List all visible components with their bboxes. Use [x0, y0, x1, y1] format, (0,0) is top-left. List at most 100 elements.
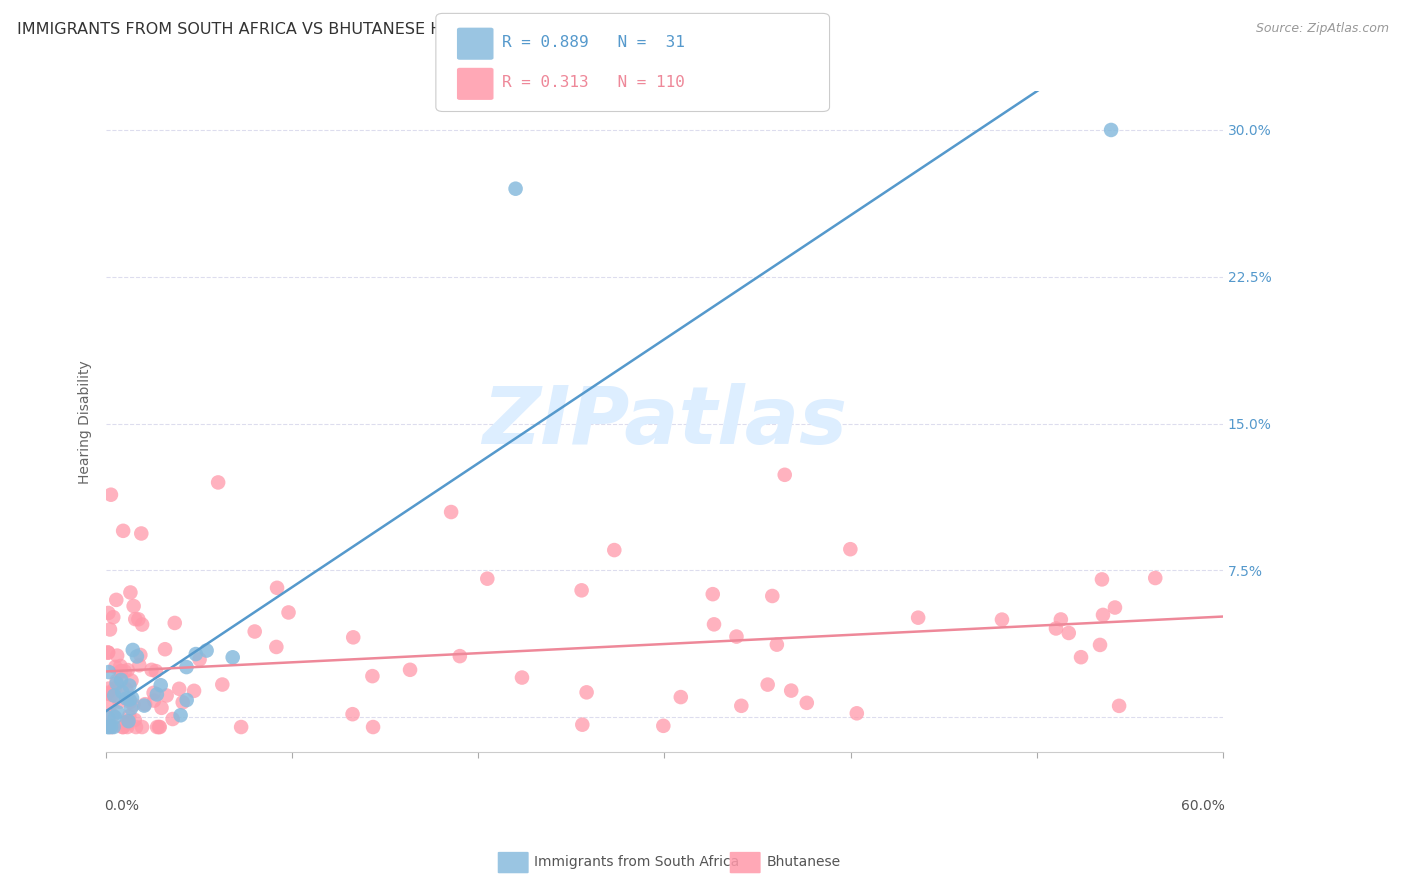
Point [118, 692, 141, 706]
Point [1050, 612, 1073, 626]
Point [505, 182, 527, 196]
Point [112, 524, 135, 538]
Point [149, 720, 172, 734]
Point [449, 649, 471, 664]
Point [125, 649, 148, 664]
Point [1144, 571, 1167, 585]
Point [991, 613, 1014, 627]
Point [1091, 607, 1114, 622]
Point [141, 663, 163, 677]
Point [796, 696, 818, 710]
Point [148, 720, 170, 734]
Point [98, 698, 121, 713]
Point [122, 599, 145, 613]
Point [100, 720, 122, 734]
Text: Source: ZipAtlas.com: Source: ZipAtlas.com [1256, 22, 1389, 36]
Point [188, 652, 211, 666]
Point [150, 701, 173, 715]
Text: Immigrants from South Africa: Immigrants from South Africa [534, 855, 740, 869]
Point [97, 687, 120, 701]
Point [730, 698, 752, 713]
Point [104, 681, 127, 696]
Point [112, 720, 135, 734]
Point [115, 720, 138, 734]
Point [571, 583, 593, 598]
Point [110, 664, 132, 678]
Point [98, 623, 121, 637]
Point [103, 689, 125, 703]
Point [115, 714, 138, 729]
Point [361, 720, 384, 734]
Point [342, 631, 364, 645]
Y-axis label: Hearing Disability: Hearing Disability [79, 359, 93, 483]
Text: ZIPatlas: ZIPatlas [482, 383, 846, 460]
Point [118, 709, 141, 723]
Point [103, 720, 125, 734]
Point [120, 695, 142, 709]
Point [111, 720, 134, 734]
Point [477, 572, 499, 586]
Point [172, 695, 194, 709]
Point [571, 717, 593, 731]
Point [104, 710, 127, 724]
Point [1099, 123, 1122, 137]
Point [603, 543, 626, 558]
Point [100, 488, 122, 502]
Point [266, 581, 288, 595]
Point [129, 526, 152, 541]
Point [117, 663, 139, 677]
Text: 0.0%: 0.0% [104, 799, 139, 813]
Point [184, 647, 207, 661]
Point [146, 687, 169, 701]
Point [1045, 622, 1067, 636]
Point [839, 542, 862, 557]
Point [131, 617, 153, 632]
Point [111, 685, 134, 699]
Point [143, 693, 166, 707]
Point [1104, 600, 1126, 615]
Point [211, 677, 233, 691]
Point [97, 711, 120, 725]
Point [120, 585, 142, 599]
Point [399, 663, 422, 677]
Point [124, 612, 146, 626]
Point [108, 695, 131, 709]
Point [128, 658, 150, 673]
Point [156, 689, 179, 703]
Point [97, 681, 120, 696]
Point [114, 665, 136, 679]
Point [115, 691, 138, 706]
Point [146, 720, 169, 734]
Point [121, 691, 143, 706]
Point [167, 681, 190, 696]
Point [163, 615, 186, 630]
Point [97, 720, 120, 734]
Point [761, 589, 783, 603]
Point [127, 612, 149, 626]
Point [121, 673, 143, 688]
Point [162, 712, 184, 726]
Point [97, 646, 120, 660]
Point [110, 659, 132, 673]
Point [207, 475, 229, 490]
Point [104, 660, 127, 674]
Text: R = 0.313   N = 110: R = 0.313 N = 110 [502, 76, 685, 90]
Point [129, 648, 152, 662]
Point [266, 640, 288, 654]
Point [105, 673, 128, 688]
Point [131, 720, 153, 734]
Point [97, 606, 120, 620]
Point [153, 642, 176, 657]
Point [361, 669, 384, 683]
Point [110, 673, 132, 687]
Point [907, 610, 929, 624]
Point [101, 708, 124, 723]
Point [702, 587, 724, 601]
Point [100, 688, 122, 702]
Point [115, 682, 138, 697]
Point [222, 650, 245, 665]
Point [766, 638, 789, 652]
Point [1108, 698, 1130, 713]
Text: Bhutanese: Bhutanese [766, 855, 841, 869]
Point [103, 610, 125, 624]
